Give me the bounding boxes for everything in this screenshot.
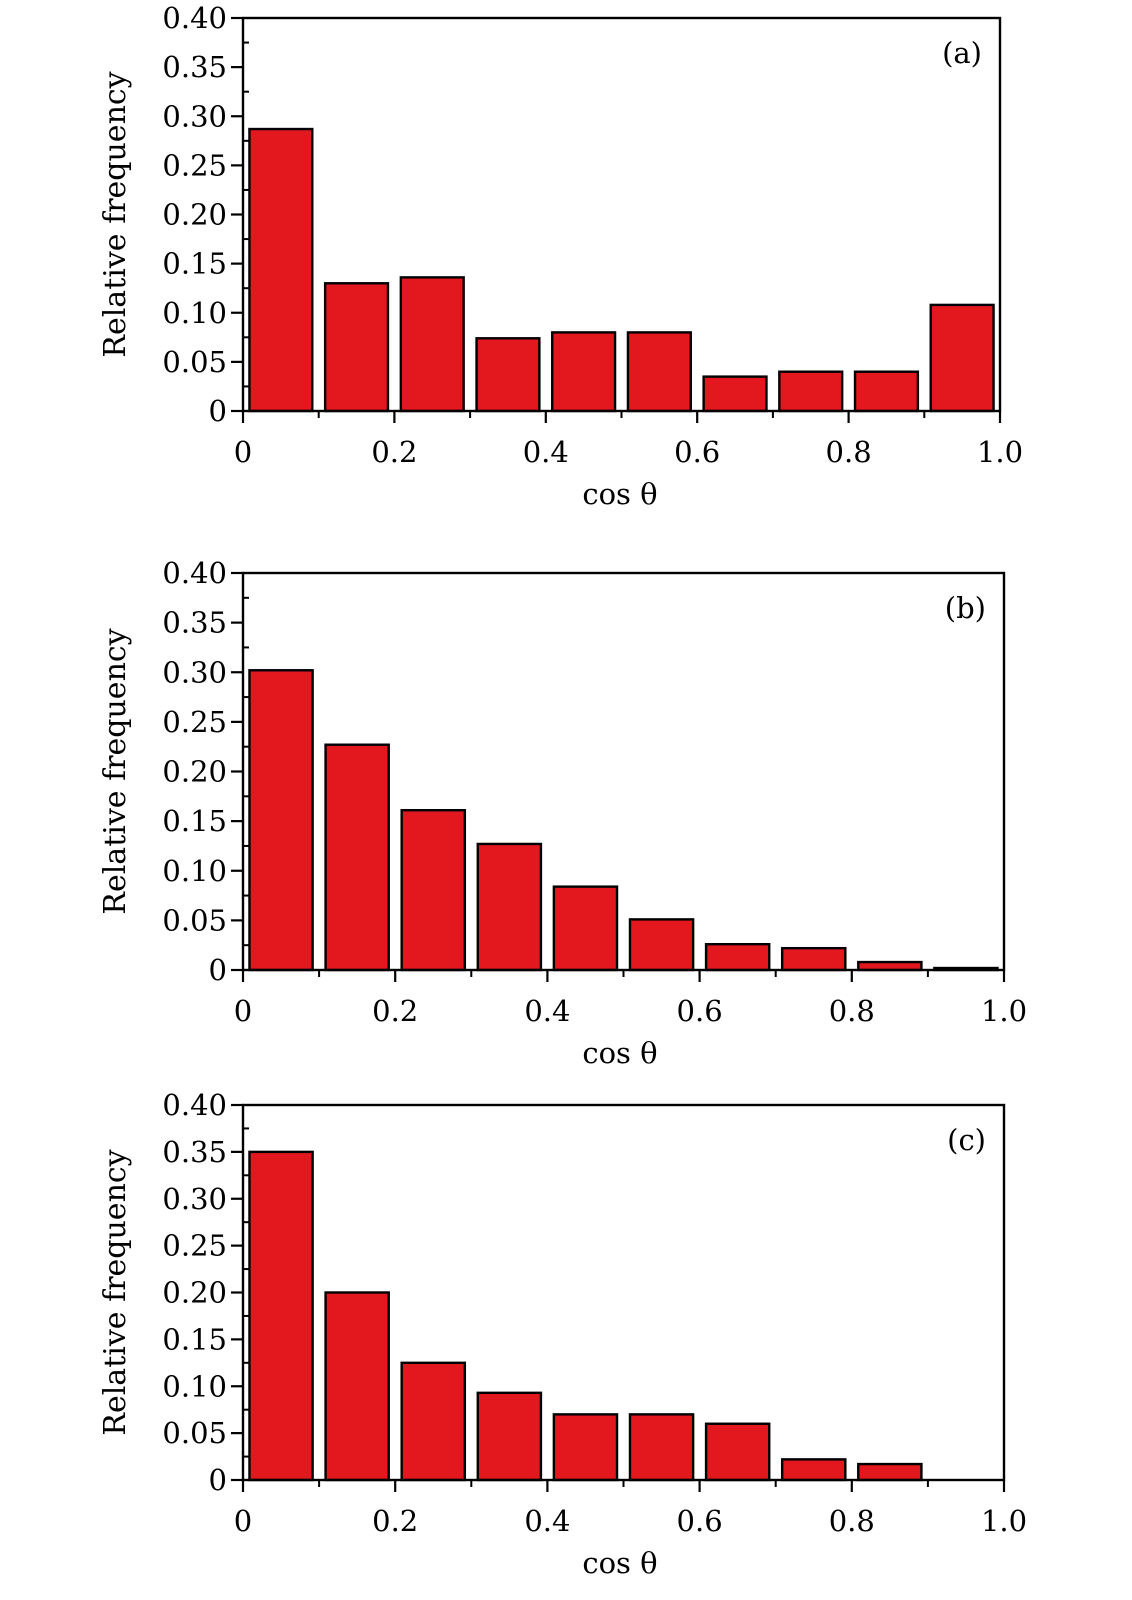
histogram-bar (780, 946, 847, 972)
panel-label: (c) (947, 1123, 986, 1157)
histogram-bar (400, 1361, 467, 1482)
x-tick-label: 0.6 (677, 994, 723, 1028)
y-tick-label: 0.15 (162, 247, 227, 281)
y-tick-label: 0 (209, 953, 227, 987)
y-tick-label: 0.35 (162, 606, 227, 640)
x-tick-label: 0.6 (677, 1504, 723, 1538)
x-tick-label: 0.4 (524, 994, 570, 1028)
histogram-bar (628, 918, 695, 972)
x-tick-label: 0 (234, 994, 252, 1028)
x-tick-label: 0.8 (829, 1504, 875, 1538)
y-tick-label: 0.40 (162, 1088, 227, 1122)
histogram-bar (780, 1458, 847, 1482)
y-tick-label: 0.40 (162, 1, 227, 35)
y-tick-label: 0 (209, 394, 227, 428)
histogram-bar (248, 669, 314, 972)
histogram-bar (552, 885, 619, 972)
y-tick-label: 0.25 (162, 148, 227, 182)
histogram-bar (399, 276, 465, 413)
y-tick-label: 0.05 (162, 1416, 227, 1450)
x-tick-label: 1.0 (981, 1504, 1027, 1538)
x-axis-label: cos θ (582, 477, 657, 511)
histogram-bar (702, 375, 768, 413)
histogram-bar (475, 337, 541, 413)
y-tick-label: 0.35 (162, 1135, 227, 1169)
x-axis-label: cos θ (582, 1546, 657, 1580)
x-tick-label: 0 (234, 435, 252, 469)
histogram-bar (323, 282, 390, 413)
y-tick-label: 0.10 (162, 854, 227, 888)
histogram-bar (400, 809, 467, 972)
histogram-bar (324, 1291, 390, 1482)
chart-panel-c: 0 0.05 0.10 0.15 0.20 0.25 0.30 0.35 0.40 0 0.2 0.4… (98, 1088, 1027, 1580)
x-tick-label: 1.0 (981, 994, 1027, 1028)
y-tick-label: 0.10 (162, 1369, 227, 1403)
y-tick-label: 0.15 (162, 804, 227, 838)
x-tick-label: 0 (234, 1504, 252, 1538)
x-tick-label: 0.8 (826, 435, 872, 469)
y-tick-label: 0.30 (162, 1182, 227, 1216)
histogram-bar (929, 303, 995, 413)
histogram-bar (628, 1413, 695, 1482)
y-tick-label: 0.30 (162, 99, 227, 133)
histogram-bar (778, 370, 844, 413)
y-tick-label: 0.30 (162, 655, 227, 689)
y-tick-label: 0.20 (162, 1276, 227, 1310)
x-axis-label: cos θ (582, 1036, 657, 1070)
x-tick-label: 1.0 (977, 435, 1023, 469)
y-tick-label: 0.10 (162, 296, 227, 330)
y-tick-label: 0.20 (162, 198, 227, 232)
y-tick-label: 0.20 (162, 755, 227, 789)
y-axis-label: Relative frequency (98, 71, 133, 357)
y-axis-label: Relative frequency (98, 1149, 133, 1435)
panel-label: (a) (942, 36, 982, 70)
x-tick-label: 0.4 (523, 435, 569, 469)
histogram-bar (551, 331, 617, 413)
x-tick-label: 0.4 (524, 1504, 570, 1538)
histogram-bar (704, 1422, 771, 1482)
y-tick-label: 0.15 (162, 1322, 227, 1356)
histogram-bar (552, 1413, 619, 1482)
x-tick-label: 0.8 (829, 994, 875, 1028)
histogram-bar (704, 942, 771, 972)
y-tick-label: 0.25 (162, 705, 227, 739)
histogram-bar (248, 1150, 314, 1482)
x-tick-label: 0.2 (371, 435, 417, 469)
y-tick-label: 0.25 (162, 1229, 227, 1263)
chart-panel-a: 0 0.05 0.10 0.15 0.20 0.25 0.30 0.35 0.40 0 0.2 0.4… (98, 1, 1023, 511)
histogram-bar (853, 370, 920, 413)
x-tick-label: 0.6 (674, 435, 720, 469)
histogram-bar (248, 127, 314, 413)
y-axis-label: Relative frequency (98, 628, 133, 914)
y-tick-label: 0 (209, 1463, 227, 1497)
y-tick-label: 0.35 (162, 50, 227, 84)
chart-panel-b: 0 0.05 0.10 0.15 0.20 0.25 0.30 0.35 0.40 0 0.2 0.4… (98, 556, 1027, 1070)
histogram-bar (324, 743, 390, 972)
histogram-bar (476, 842, 543, 972)
histogram-bar (476, 1391, 543, 1482)
histogram-bar (626, 331, 692, 413)
x-tick-label: 0.2 (372, 994, 418, 1028)
panel-label: (b) (945, 591, 986, 625)
histogram-bar (857, 1462, 923, 1482)
y-tick-label: 0.40 (162, 556, 227, 590)
y-tick-label: 0.05 (162, 345, 227, 379)
x-tick-label: 0.2 (372, 1504, 418, 1538)
y-tick-label: 0.05 (162, 903, 227, 937)
